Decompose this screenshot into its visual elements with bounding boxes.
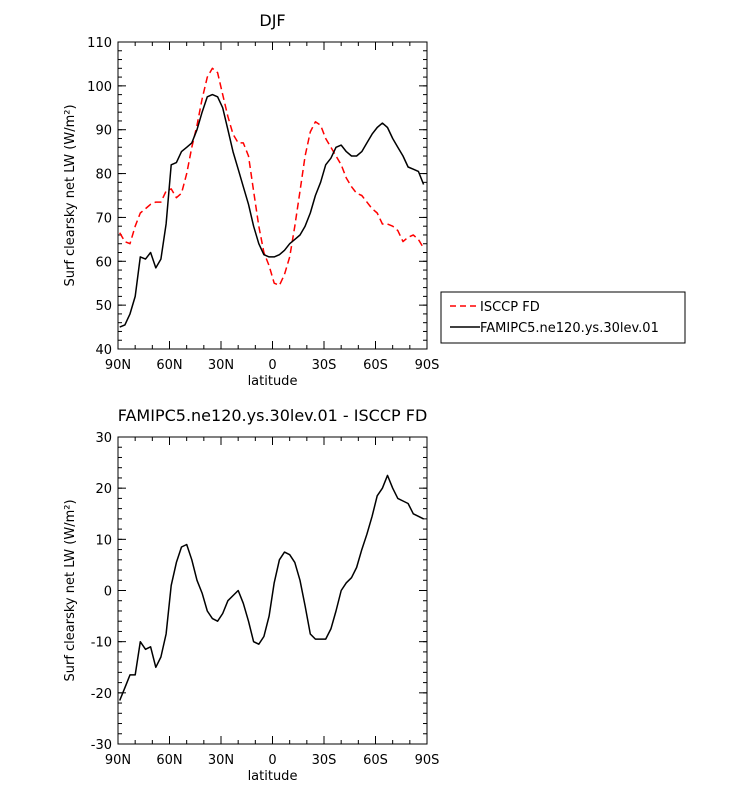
x-tick-label: 60S: [363, 358, 388, 373]
y-tick-label: 100: [87, 80, 112, 95]
legend: ISCCP FD FAMIPC5.ne120.ys.30lev.01: [440, 291, 686, 344]
series-line-famipc5-ne120-ys-30lev-01: [119, 93, 425, 328]
y-tick-label: -10: [91, 636, 112, 651]
series-line-difference: [119, 474, 424, 701]
y-tick-label: -30: [91, 738, 112, 753]
x-tick-label: 90N: [105, 753, 131, 768]
x-tick-label: 0: [268, 753, 276, 768]
legend-label-isccp: ISCCP FD: [480, 300, 540, 315]
y-tick-label: 70: [95, 211, 112, 226]
y-tick-label: 110: [87, 36, 112, 51]
x-tick-label: 60N: [156, 358, 182, 373]
y-axis-label: Surf clearsky net LW (W/m²): [63, 104, 78, 286]
top-panel: 90N 60N 30N 0 30S 60S 90S 40 50 60 70 80 90 100 110 DJF…: [63, 11, 439, 389]
y-tick-label: 40: [95, 343, 112, 358]
x-tick-label: 0: [268, 358, 276, 373]
y-tick-label: 90: [95, 124, 112, 139]
x-tick-label: 90S: [415, 753, 440, 768]
y-tick-label: 20: [95, 482, 112, 497]
legend-label-famipc5: FAMIPC5.ne120.ys.30lev.01: [480, 321, 659, 336]
x-tick-label: 90S: [415, 358, 440, 373]
x-axis-label: latitude: [248, 769, 298, 784]
y-tick-label: 80: [95, 168, 112, 183]
legend-box: [440, 291, 686, 344]
x-tick-label: 30N: [208, 358, 234, 373]
x-tick-label: 90N: [105, 358, 131, 373]
x-axis-label: latitude: [248, 374, 298, 389]
x-tick-label: 60S: [363, 753, 388, 768]
y-tick-label: 30: [95, 431, 112, 446]
y-tick-label: 50: [95, 299, 112, 314]
y-tick-label: -20: [91, 687, 112, 702]
x-tick-label: 30S: [312, 358, 337, 373]
x-tick-label: 30S: [312, 753, 337, 768]
x-tick-label: 30N: [208, 753, 234, 768]
y-tick-label: 60: [95, 255, 112, 270]
x-tick-label: 60N: [156, 753, 182, 768]
chart-title: DJF: [259, 11, 285, 30]
series-line-isccp-fd: [119, 67, 425, 287]
bottom-panel: 90N 60N 30N 0 30S 60S 90S -30 -20 -10 0 10 20 30 FAMIP…: [63, 406, 439, 784]
y-tick-label: 0: [104, 585, 112, 600]
y-axis-label: Surf clearsky net LW (W/m²): [63, 499, 78, 681]
y-tick-label: 10: [95, 533, 112, 548]
chart-title: FAMIPC5.ne120.ys.30lev.01 - ISCCP FD: [118, 406, 428, 425]
